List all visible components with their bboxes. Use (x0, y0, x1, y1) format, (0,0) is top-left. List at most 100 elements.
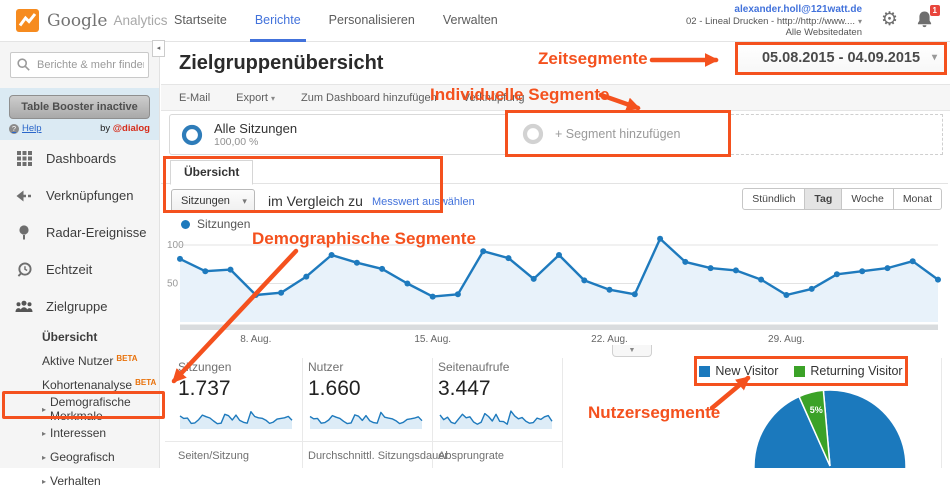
account-switcher[interactable]: alexander.holl@121watt.de 02 - Lineal Dr… (686, 4, 862, 39)
chart-collapse-toggle[interactable]: ▼ (612, 345, 652, 357)
metrics-divider (432, 358, 433, 468)
nav-item-berichte[interactable]: Berichte (241, 0, 315, 42)
svg-text:8. Aug.: 8. Aug. (240, 334, 271, 345)
metric-card-seitenaufrufe[interactable]: Seitenaufrufe 3.447 (438, 360, 562, 430)
nav-item-personalisieren[interactable]: Personalisieren (328, 13, 415, 27)
toolbar-e-mail[interactable]: E-Mail (179, 91, 211, 104)
metrics-divider (941, 358, 942, 468)
sidebar-subitem-interessen[interactable]: ▸ Interessen (0, 421, 159, 445)
metric-label-durchschnittl-sitzungsdauer: Durchschnittl. Sitzungsdauer (308, 450, 449, 462)
metrics-row-divider (165, 441, 563, 442)
gear-icon[interactable]: ⚙ (880, 9, 898, 30)
segment-label: Alle Sitzungen (214, 121, 298, 136)
table-booster-panel: Table Booster inactive ? Help by @dialog (0, 88, 159, 140)
search-input[interactable] (10, 52, 149, 78)
sessions-line-chart: 50 100 8. Aug. 15. Aug. 22. Aug. 29. Aug. (167, 235, 941, 345)
legend-item-returning-visitor: Returning Visitor (794, 364, 903, 378)
help-link[interactable]: ? Help (9, 123, 42, 134)
annotation-individuelle-segmente: Individuelle Segmente (430, 85, 610, 104)
time-granularity-group: Stündlich Tag Woche Monat (742, 188, 942, 210)
sidebar-subitem-kohortenanalyse[interactable]: Kohortenanalyse BETA (0, 373, 159, 397)
add-segment-button[interactable]: + Segment hinzufügen (505, 110, 731, 157)
tab-strip-divider (161, 183, 948, 184)
sidebar-item-verknüpfungen[interactable]: Verknüpfungen (0, 177, 159, 214)
metric-sparkline (439, 410, 553, 429)
sidebar-collapse-button[interactable]: ◂ (152, 40, 165, 57)
realtime-clock-icon (15, 262, 33, 277)
sidebar-item-radar-ereignisse[interactable]: Radar-Ereignisse (0, 214, 159, 251)
sidebar: Table Booster inactive ?Help by @dialog … (0, 42, 160, 488)
sidebar-subitem-label: Übersicht (42, 330, 98, 344)
tab-uebersicht[interactable]: Übersicht (170, 160, 254, 185)
nav-item-startseite[interactable]: Startseite (174, 13, 227, 27)
toolbar-verknüpfung[interactable]: Verknüpfung (462, 91, 525, 104)
sidebar-item-label: Echtzeit (46, 262, 93, 277)
sidebar-subitem-label: Aktive Nutzer (42, 354, 114, 368)
expand-triangle-icon: ▸ (42, 452, 47, 462)
beta-badge: BETA (116, 353, 138, 363)
sidebar-item-echtzeit[interactable]: Echtzeit (0, 251, 159, 288)
sidebar-subitem-verhalten[interactable]: ▸ Verhalten (0, 469, 159, 493)
report-toolbar: E-Mail Export ▾ Zum Dashboard hinzufügen Ver… (161, 84, 950, 111)
date-range-picker[interactable]: 05.08.2015 - 04.09.2015 ▾ (738, 45, 944, 72)
brand-google: Google (47, 10, 108, 31)
metric-value: 1.737 (178, 377, 231, 400)
toolbar-zum-dashboard-hinzufügen[interactable]: Zum Dashboard hinzufügen (300, 91, 437, 104)
metric-select-value: Sitzungen (181, 195, 230, 207)
metric-value: 1.660 (308, 377, 361, 400)
granularity-stündlich[interactable]: Stündlich (742, 188, 806, 210)
dashboards-grid-icon (15, 151, 33, 166)
date-range-value: 05.08.2015 - 04.09.2015 (761, 50, 921, 66)
chevron-down-icon: ▾ (270, 93, 275, 103)
sidebar-subitem-demografische-merkmale[interactable]: ▸ Demografische Merkmale (0, 395, 159, 423)
segment-all-sessions[interactable]: Alle Sitzungen 100,00 % (169, 114, 510, 155)
metric-label: Nutzer (308, 360, 344, 374)
visitor-type-pie-chart: 5% (753, 389, 907, 468)
metric-card-nutzer[interactable]: Nutzer 1.660 (308, 360, 432, 430)
svg-text:29. Aug.: 29. Aug. (768, 334, 805, 345)
metric-label-absprungrate: Absprungrate (438, 450, 505, 462)
granularity-monat[interactable]: Monat (892, 188, 942, 210)
sidebar-item-dashboards[interactable]: Dashboards (0, 140, 159, 177)
account-view: Alle Websitedaten (785, 27, 862, 38)
select-metric-link[interactable]: Messwert auswählen (372, 196, 475, 208)
notification-count-badge: 1 (929, 5, 940, 16)
annotation-zeitsegmente: Zeitsegmente (538, 49, 648, 68)
sidebar-item-zielgruppe[interactable]: Zielgruppe (0, 288, 159, 325)
chevron-down-icon: ▾ (857, 16, 862, 26)
legend-label: New Visitor (715, 364, 779, 378)
metric-label: Seitenaufrufe (438, 360, 510, 374)
expand-triangle-icon: ▸ (42, 476, 47, 486)
metric-card-sitzungen[interactable]: Sitzungen 1.737 (178, 360, 302, 430)
chart-legend: Sitzungen (181, 217, 250, 231)
sidebar-subitem-label: Verhalten (50, 474, 101, 488)
table-booster-button[interactable]: Table Booster inactive (9, 95, 150, 119)
sidebar-item-label: Radar-Ereignisse (46, 225, 147, 240)
page-title: Zielgruppenübersicht (179, 52, 384, 74)
nav-item-verwalten[interactable]: Verwalten (442, 13, 498, 27)
vs-label: im Vergleich zu (268, 193, 363, 209)
top-header: Google Analytics Startseite Berichte Perso… (0, 0, 950, 42)
expand-triangle-icon: ▸ (42, 428, 47, 438)
expand-triangle-icon: ▸ (42, 404, 47, 414)
granularity-tag[interactable]: Tag (804, 188, 843, 210)
sidebar-subitem-label: Demografische Merkmale (50, 395, 131, 423)
segment-value: 100,00 % (214, 136, 259, 148)
metric-sparkline (309, 411, 423, 429)
audience-people-icon (15, 300, 33, 313)
annotation-nutzersegmente: Nutzersegmente (588, 403, 721, 422)
sidebar-search (10, 52, 149, 78)
granularity-woche[interactable]: Woche (841, 188, 894, 210)
sidebar-subitem-aktive-nutzer[interactable]: Aktive Nutzer BETA (0, 349, 159, 373)
sidebar-subitem-geografisch[interactable]: ▸ Geografisch (0, 445, 159, 469)
metric-label: Sitzungen (178, 360, 232, 374)
chart-legend-label: Sitzungen (197, 217, 251, 231)
metric-select-dropdown[interactable]: Sitzungen ▾ (171, 189, 255, 213)
add-segment-label: + Segment hinzufügen (555, 126, 681, 141)
account-property: 02 - Lineal Drucken - http://http://www.… (686, 15, 855, 27)
toolbar-export[interactable]: Export ▾ (236, 91, 275, 104)
sidebar-subitem-übersicht[interactable]: Übersicht (0, 325, 159, 349)
notifications-bell-icon[interactable]: 1 (917, 5, 940, 33)
radar-pin-icon (15, 224, 33, 241)
brand-analytics: Analytics (113, 13, 168, 28)
